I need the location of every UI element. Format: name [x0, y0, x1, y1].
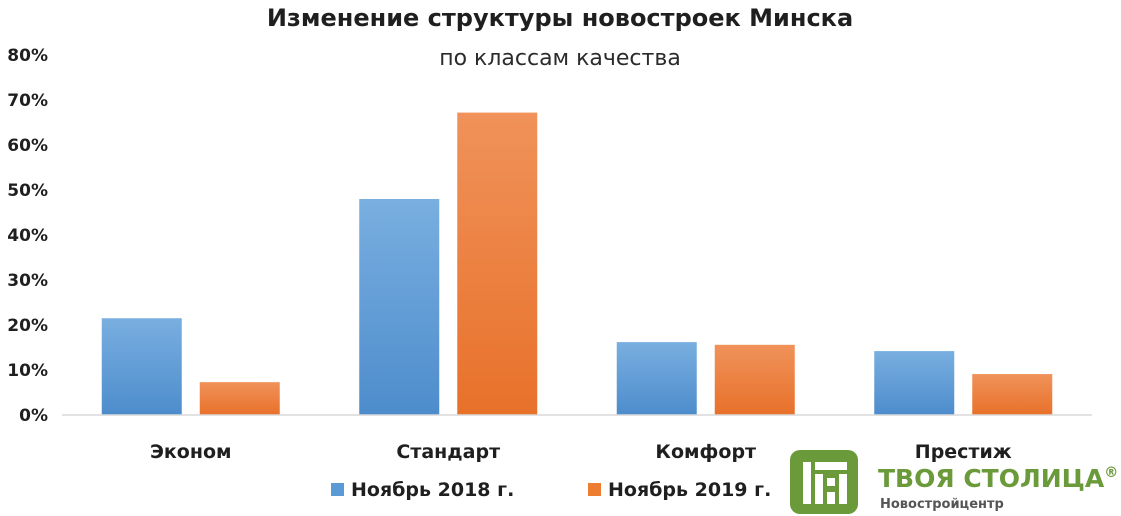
- x-tick-label: Эконом: [150, 441, 232, 463]
- legend-label-1: Ноябрь 2018 г.: [351, 479, 514, 501]
- y-tick-label: 40%: [7, 226, 48, 246]
- legend: Ноябрь 2018 г. Ноябрь 2019 г.: [331, 479, 771, 501]
- y-tick-label: 80%: [7, 46, 48, 66]
- x-axis: Эконом Стандарт Комфорт Престиж: [150, 441, 1012, 463]
- bar-2-3: [714, 344, 795, 415]
- logo-title: ТВОЯ СТОЛИЦА®: [878, 464, 1118, 493]
- logo-subtitle: Новостройцентр: [880, 497, 1004, 512]
- bar-2-1: [199, 382, 280, 415]
- bars: [101, 112, 1053, 415]
- y-tick-label: 60%: [7, 136, 48, 156]
- logo-title-text: ТВОЯ СТОЛИЦА: [878, 464, 1105, 493]
- bar-1-4: [874, 351, 955, 415]
- bar-2-2: [457, 112, 538, 415]
- legend-label-2: Ноябрь 2019 г.: [608, 479, 771, 501]
- building-icon: [790, 450, 858, 514]
- y-tick-label: 20%: [7, 316, 48, 336]
- x-tick-label: Престиж: [915, 441, 1012, 463]
- y-tick-label: 50%: [7, 181, 48, 201]
- chart-subtitle: по классам качества: [439, 46, 681, 71]
- bar-2-4: [972, 374, 1053, 415]
- legend-swatch-1: [331, 483, 344, 496]
- legend-swatch-2: [588, 483, 601, 496]
- y-tick-label: 30%: [7, 271, 48, 291]
- y-tick-label: 70%: [7, 91, 48, 111]
- x-tick-label: Комфорт: [655, 441, 756, 463]
- chart-title: Изменение структуры новостроек Минска: [267, 4, 853, 32]
- y-tick-label: 10%: [7, 361, 48, 381]
- registered-mark: ®: [1104, 465, 1118, 481]
- bar-1-2: [359, 199, 440, 415]
- bar-1-1: [101, 318, 182, 415]
- x-tick-label: Стандарт: [396, 441, 500, 463]
- y-tick-label: 0%: [19, 406, 48, 426]
- y-axis: 0% 10% 20% 30% 40% 50% 60% 70% 80%: [7, 46, 48, 426]
- logo: ТВОЯ СТОЛИЦА® Новостройцентр: [790, 450, 1118, 514]
- bar-1-3: [616, 342, 697, 415]
